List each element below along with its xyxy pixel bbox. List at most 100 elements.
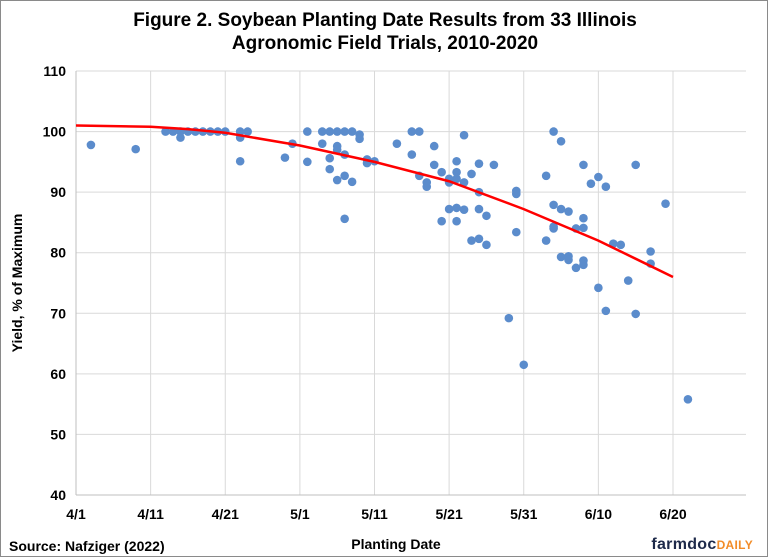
data-point	[303, 157, 312, 167]
x-tick-label: 5/1	[290, 506, 310, 522]
y-axis-label: Yield, % of Maximum	[9, 214, 25, 353]
data-point	[340, 171, 349, 181]
data-point	[474, 234, 484, 244]
x-tick-label: 5/31	[510, 506, 537, 522]
data-point	[317, 139, 327, 148]
data-point	[511, 227, 521, 237]
y-tick-label: 60	[50, 366, 66, 382]
x-tick-label: 4/21	[212, 506, 239, 522]
source-note: Source: Nafziger (2022)	[9, 538, 165, 554]
data-point	[623, 276, 633, 285]
data-point	[616, 240, 626, 250]
data-point	[556, 204, 566, 214]
data-point	[601, 182, 611, 191]
logo-accent: DAILY	[716, 538, 753, 552]
y-tick-label: 100	[43, 124, 67, 140]
data-point	[631, 160, 640, 170]
data-point	[325, 153, 335, 163]
data-point	[414, 127, 424, 136]
data-point	[452, 156, 461, 166]
data-point	[429, 141, 439, 151]
x-axis-label: Planting Date	[351, 536, 441, 552]
data-point	[579, 260, 588, 270]
data-point	[474, 159, 484, 168]
data-point	[467, 169, 476, 179]
data-point	[549, 200, 558, 210]
data-point	[467, 236, 476, 245]
data-point	[444, 204, 454, 214]
data-point	[661, 199, 670, 208]
data-point	[519, 360, 529, 370]
data-point	[564, 255, 573, 265]
x-tick-label: 6/10	[585, 506, 612, 522]
data-point	[579, 213, 588, 223]
data-point	[504, 313, 514, 323]
data-point	[332, 175, 342, 185]
x-tick-label: 6/20	[659, 506, 686, 522]
data-point	[564, 207, 573, 216]
data-point	[459, 205, 469, 215]
data-point	[452, 216, 461, 226]
data-point	[459, 130, 469, 140]
data-point	[243, 127, 252, 136]
data-point	[317, 127, 327, 136]
data-point	[86, 140, 96, 150]
data-point	[347, 177, 357, 187]
data-point	[594, 283, 603, 293]
data-point	[482, 240, 491, 250]
data-point	[407, 150, 417, 159]
data-point	[340, 127, 349, 136]
chart-title: Figure 2. Soybean Planting Date Results …	[1, 9, 767, 55]
data-point	[392, 139, 402, 148]
y-tick-label: 40	[50, 487, 66, 503]
data-point	[683, 394, 693, 404]
y-tick-label: 80	[50, 245, 66, 261]
data-point	[452, 203, 461, 213]
data-point	[549, 127, 558, 136]
data-point	[332, 145, 342, 155]
data-point	[586, 179, 596, 188]
data-point	[482, 211, 491, 221]
data-point	[452, 167, 461, 177]
data-point	[556, 252, 566, 262]
data-point	[594, 172, 603, 182]
title-line-2: Agronomic Field Trials, 2010-2020	[231, 33, 539, 54]
data-point	[489, 160, 499, 170]
x-tick-label: 4/1	[66, 506, 86, 522]
logo-main: farmdoc	[651, 536, 717, 553]
y-tick-label: 50	[50, 426, 66, 442]
data-point	[579, 160, 588, 170]
data-point	[422, 182, 432, 191]
y-tick-label: 70	[50, 305, 66, 321]
data-point	[571, 263, 581, 273]
data-point	[459, 178, 469, 187]
data-point	[556, 136, 566, 146]
data-point	[474, 204, 484, 214]
data-point	[437, 167, 446, 177]
data-point	[131, 144, 140, 154]
x-tick-label: 4/11	[137, 506, 164, 522]
data-point	[549, 222, 558, 231]
data-point	[631, 309, 640, 319]
data-point	[325, 164, 335, 174]
x-tick-label: 5/11	[361, 506, 388, 522]
data-point	[325, 127, 335, 136]
title-line-1: Figure 2. Soybean Planting Date Results …	[133, 10, 637, 31]
data-point	[332, 127, 342, 136]
data-point	[303, 127, 312, 136]
data-point	[452, 174, 461, 184]
y-tick-label: 110	[43, 63, 66, 79]
data-point	[280, 153, 290, 162]
data-point	[161, 127, 170, 136]
y-tick-label: 90	[50, 184, 66, 200]
data-point	[355, 134, 364, 144]
data-point	[646, 247, 655, 256]
data-point	[601, 306, 611, 316]
data-point	[429, 160, 439, 170]
data-point	[579, 223, 588, 233]
data-point	[511, 189, 521, 199]
data-point	[235, 156, 245, 166]
data-point	[437, 216, 446, 226]
fitted-curve	[75, 124, 674, 279]
